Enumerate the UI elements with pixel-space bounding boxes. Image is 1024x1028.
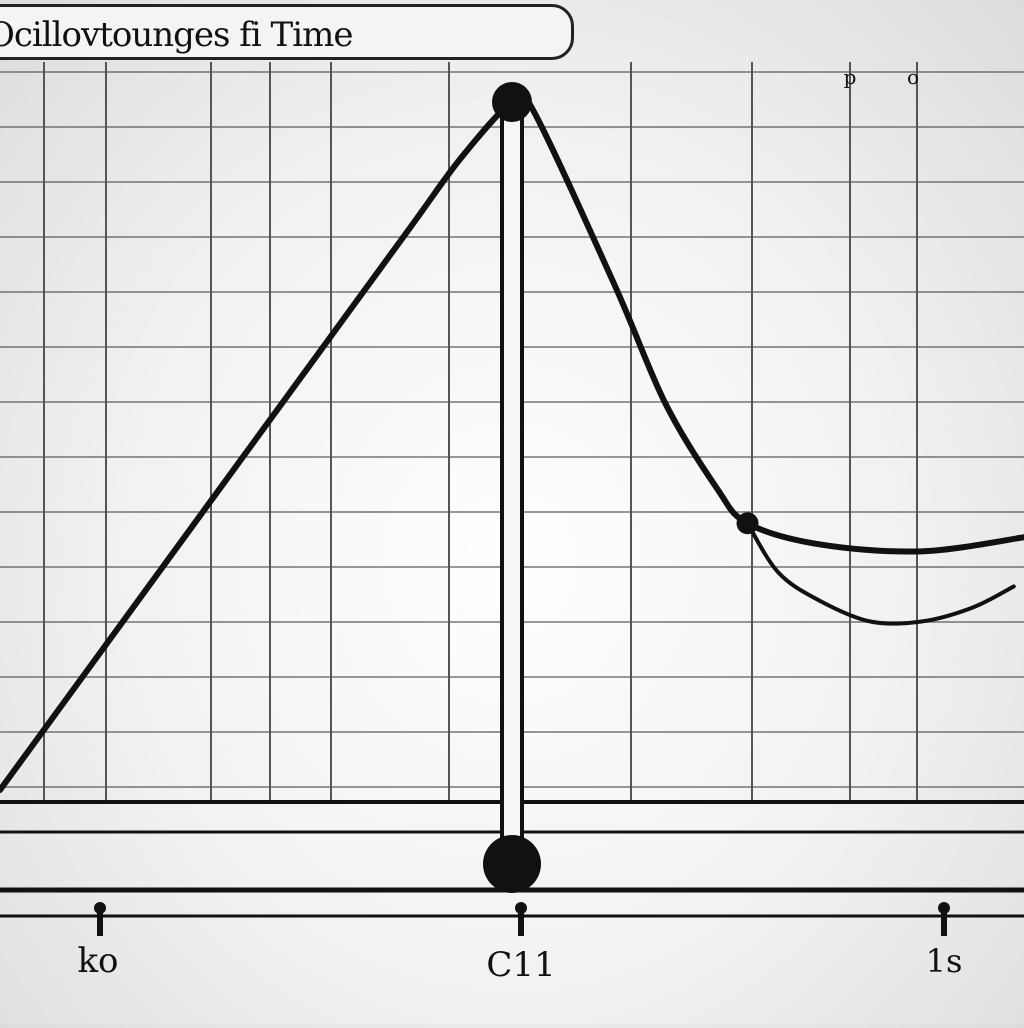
peak-marker-1 — [736, 512, 759, 535]
series-lines — [0, 82, 1024, 893]
x-tick-head-2 — [938, 902, 950, 914]
x-axis-ticks — [94, 902, 950, 936]
x-tick-head-0 — [94, 902, 106, 914]
x-tick-label-center: C11 — [486, 945, 555, 985]
x-tick-label-right: 1s — [926, 942, 963, 980]
vertical-marker-base — [483, 835, 541, 893]
peak-marker-0 — [492, 82, 532, 123]
x-tick-head-1 — [515, 902, 527, 914]
chart-title: Ocillovtounges fi Time — [0, 15, 353, 55]
top-mark-o: o — [907, 65, 919, 89]
chart-title-box: Ocillovtounges fi Time — [0, 4, 574, 60]
series-line-1 — [745, 521, 1016, 626]
vertical-marker-bar — [500, 100, 524, 841]
top-mark-p: p — [844, 65, 857, 89]
x-tick-label-left: ko — [77, 941, 118, 981]
